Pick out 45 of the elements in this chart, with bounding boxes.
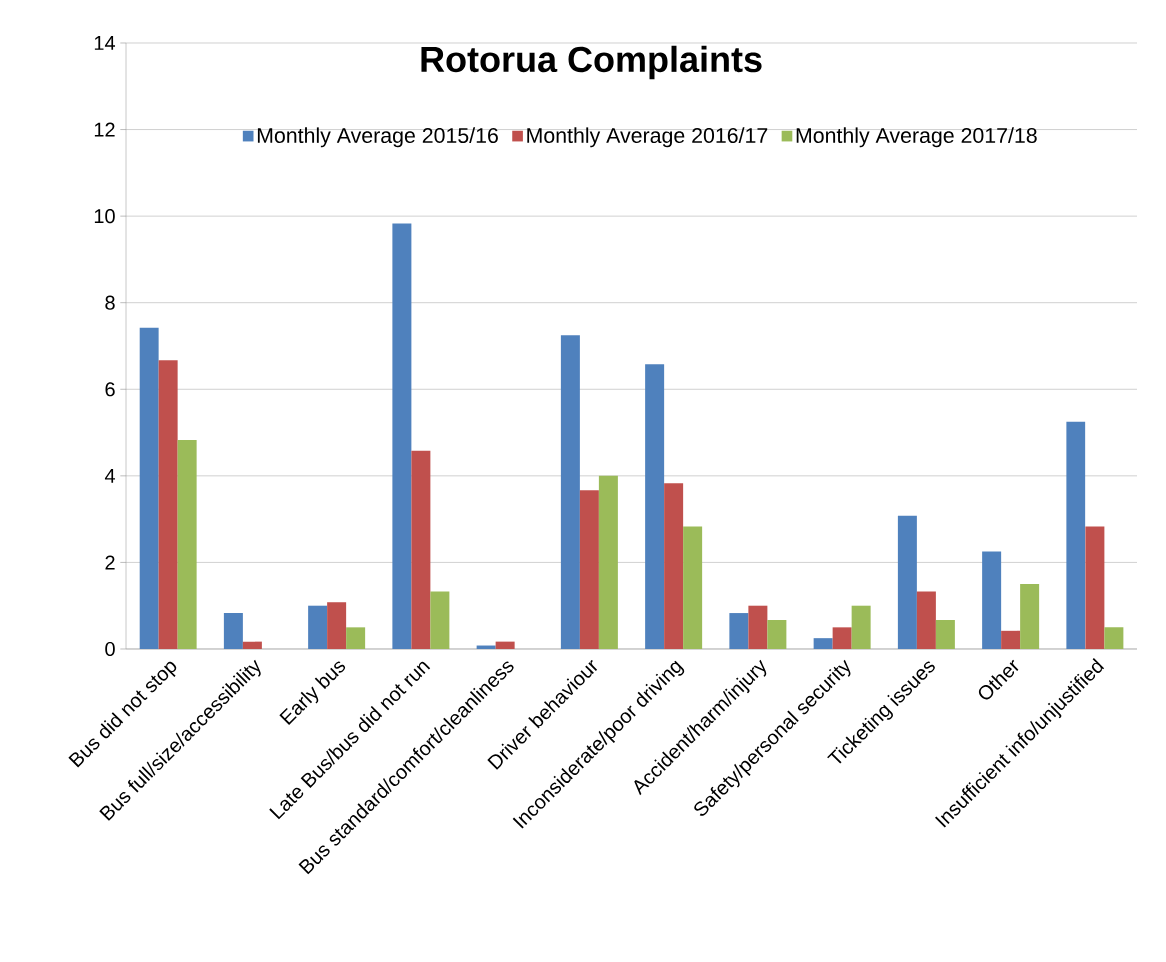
y-tick-label: 4 xyxy=(104,468,116,483)
bar xyxy=(1104,627,1124,649)
bar xyxy=(392,223,412,649)
y-tick-label: 14 xyxy=(94,36,116,50)
bar xyxy=(851,605,871,649)
bar xyxy=(897,515,917,649)
y-tick-label: 2 xyxy=(105,555,115,570)
y-tick-label: 8 xyxy=(105,295,115,310)
bar xyxy=(935,619,955,649)
bar xyxy=(177,439,197,649)
bar xyxy=(495,641,515,649)
bar xyxy=(813,638,833,649)
bar xyxy=(327,602,347,649)
bar xyxy=(308,605,328,649)
bar xyxy=(832,627,852,649)
bar xyxy=(346,627,366,649)
legend-label: Monthly Average 2017/18 xyxy=(796,127,1037,148)
bar xyxy=(223,613,243,649)
bar xyxy=(139,327,159,649)
y-tick-label: 12 xyxy=(94,122,115,137)
bar xyxy=(411,450,431,649)
bar xyxy=(664,483,684,649)
bar xyxy=(1085,526,1105,649)
bar xyxy=(767,619,787,649)
bar xyxy=(430,591,450,649)
bar xyxy=(729,613,749,649)
y-tick-label: 6 xyxy=(105,382,115,397)
bar xyxy=(242,641,262,649)
bar xyxy=(158,360,178,649)
bar xyxy=(645,364,665,649)
y-tick-label: 10 xyxy=(94,209,115,224)
legend-label: Monthly Average 2016/17 xyxy=(527,127,768,148)
bar xyxy=(982,551,1002,649)
bar xyxy=(1001,630,1021,649)
bar xyxy=(916,591,936,649)
bar xyxy=(579,490,599,649)
bar xyxy=(560,335,580,649)
bar xyxy=(598,475,618,649)
bar xyxy=(748,605,768,649)
chart-title: Rotorua Complaints xyxy=(421,45,762,80)
bar xyxy=(683,526,703,649)
bar xyxy=(1066,421,1086,649)
bar xyxy=(1020,584,1040,649)
y-tick-label: 0 xyxy=(105,641,115,657)
legend-label: Monthly Average 2015/16 xyxy=(257,127,498,148)
